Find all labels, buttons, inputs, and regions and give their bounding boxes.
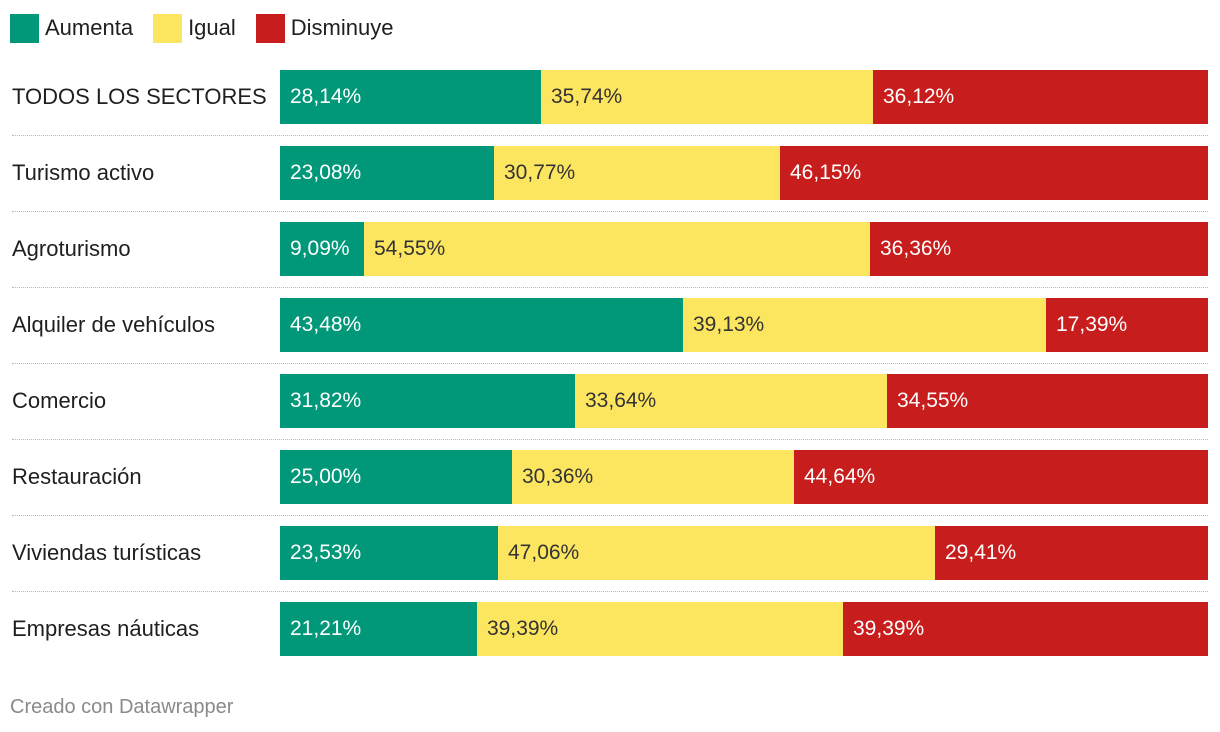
- category-label: Viviendas turísticas: [12, 540, 202, 565]
- bar-segment-igual: 47,06%: [498, 526, 935, 580]
- bar-segment-igual: 30,77%: [494, 146, 780, 200]
- bar-row: Comercio 31,82% 33,64% 34,55%: [12, 374, 1208, 428]
- category-label: Turismo activo: [12, 160, 155, 185]
- row-separator: [12, 515, 1208, 516]
- bar-segment-disminuye: 29,41%: [935, 526, 1208, 580]
- bar-segment-aumenta: 23,08%: [280, 146, 494, 200]
- bar-segment-disminuye: 34,55%: [887, 374, 1208, 428]
- bar-segment-igual: 39,39%: [477, 602, 843, 656]
- bar-segment-aumenta: 31,82%: [280, 374, 575, 428]
- bar-segment-aumenta: 25,00%: [280, 450, 512, 504]
- category-label: TODOS LOS SECTORES: [12, 84, 267, 109]
- footer-credit: Creado con Datawrapper: [10, 696, 234, 718]
- legend-item-aumenta: Aumenta: [10, 13, 133, 43]
- row-separator: [12, 363, 1208, 364]
- legend-item-igual: Igual: [153, 13, 236, 43]
- row-separator: [12, 135, 1208, 136]
- category-label: Restauración: [12, 464, 142, 489]
- legend-swatch-igual: [153, 13, 183, 43]
- bar-segment-disminuye: 17,39%: [1046, 298, 1208, 352]
- bar-segment-aumenta: 21,21%: [280, 602, 477, 656]
- legend-item-disminuye: Disminuye: [255, 13, 394, 43]
- bar-segment-igual: 35,74%: [541, 70, 873, 124]
- stacked-bar: 9,09% 54,55% 36,36%: [280, 222, 1208, 276]
- bar-segment-igual: 39,13%: [683, 298, 1046, 352]
- category-label: Agroturismo: [12, 236, 131, 261]
- bar-row: Agroturismo 9,09% 54,55% 36,36%: [12, 222, 1208, 276]
- legend-swatch-aumenta: [10, 13, 39, 43]
- category-label: Empresas náuticas: [12, 616, 200, 641]
- row-separator: [12, 591, 1208, 592]
- bar-segment-aumenta: 23,53%: [280, 526, 498, 580]
- bar-segment-igual: 54,55%: [364, 222, 870, 276]
- bar-segment-aumenta: 28,14%: [280, 70, 541, 124]
- legend-label-aumenta: Aumenta: [45, 15, 134, 40]
- stacked-bar: 23,53% 47,06% 29,41%: [280, 526, 1208, 580]
- bar-row: Restauración 25,00% 30,36% 44,64%: [12, 450, 1208, 504]
- bar-segment-igual: 30,36%: [512, 450, 794, 504]
- bar-segment-disminuye: 39,39%: [843, 602, 1208, 656]
- bar-row: Viviendas turísticas 23,53% 47,06% 29,41%: [12, 526, 1208, 580]
- stacked-bar: 25,00% 30,36% 44,64%: [280, 450, 1208, 504]
- legend-label-igual: Igual: [188, 15, 236, 40]
- bar-segment-disminuye: 36,36%: [870, 222, 1208, 276]
- bar-segment-igual: 33,64%: [575, 374, 887, 428]
- bar-segment-aumenta: 43,48%: [280, 298, 683, 352]
- stacked-bar: 23,08% 30,77% 46,15%: [280, 146, 1208, 200]
- bar-row: Turismo activo 23,08% 30,77% 46,15%: [12, 146, 1208, 200]
- legend: Aumenta Igual Disminuye: [10, 13, 413, 43]
- bar-row: Empresas náuticas 21,21% 39,39% 39,39%: [12, 602, 1208, 656]
- stacked-bar: 28,14% 35,74% 36,12%: [280, 70, 1208, 124]
- row-separator: [12, 287, 1208, 288]
- category-label: Comercio: [12, 388, 107, 413]
- bar-row: TODOS LOS SECTORES 28,14% 35,74% 36,12%: [12, 70, 1208, 124]
- bar-segment-disminuye: 44,64%: [794, 450, 1208, 504]
- stacked-bar: 21,21% 39,39% 39,39%: [280, 602, 1208, 656]
- legend-label-disminuye: Disminuye: [290, 15, 394, 40]
- category-label: Alquiler de vehículos: [12, 312, 216, 337]
- bar-segment-aumenta: 9,09%: [280, 222, 364, 276]
- stacked-bar: 43,48% 39,13% 17,39%: [280, 298, 1208, 352]
- stacked-bar: 31,82% 33,64% 34,55%: [280, 374, 1208, 428]
- row-separator: [12, 439, 1208, 440]
- bar-segment-disminuye: 36,12%: [873, 70, 1208, 124]
- legend-swatch-disminuye: [255, 13, 285, 43]
- bar-row: Alquiler de vehículos 43,48% 39,13% 17,39%: [12, 298, 1208, 352]
- row-separator: [12, 211, 1208, 212]
- bar-segment-disminuye: 46,15%: [780, 146, 1208, 200]
